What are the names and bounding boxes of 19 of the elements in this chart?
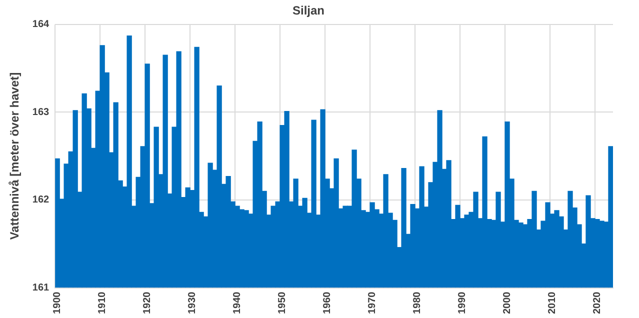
x-tick-label: 1910 <box>97 291 108 314</box>
x-tick-label: 1900 <box>52 291 64 314</box>
x-tick-label: 1930 <box>187 291 198 314</box>
x-tick-label: 1950 <box>277 291 288 314</box>
y-tick-label: 162 <box>32 194 50 206</box>
x-tick-label: 1980 <box>412 291 424 314</box>
x-tick-label: 2010 <box>547 291 558 314</box>
y-axis-title: Vattennivå [meter över havet] <box>8 72 22 240</box>
x-tick-label: 1960 <box>322 291 334 314</box>
chart-title: Siljan <box>292 4 325 18</box>
y-tick-label: 164 <box>32 19 50 30</box>
y-tick-label: 163 <box>32 106 50 118</box>
y-tick-label: 161 <box>32 282 50 294</box>
x-tick-label: 2000 <box>502 291 514 314</box>
x-tick-label: 1970 <box>367 291 378 314</box>
x-tick-label: 1990 <box>457 291 468 314</box>
x-tick-label: 1920 <box>142 291 154 314</box>
x-tick-label: 1940 <box>232 291 244 314</box>
x-tick-label: 2020 <box>592 291 603 314</box>
